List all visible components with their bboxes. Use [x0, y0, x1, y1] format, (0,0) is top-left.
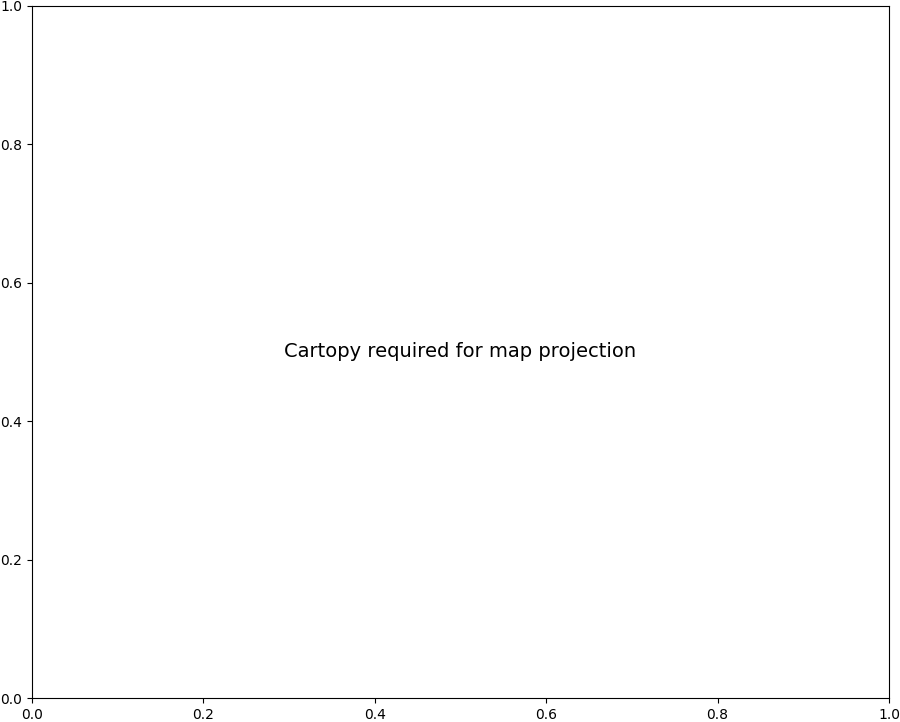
Text: Cartopy required for map projection: Cartopy required for map projection [284, 342, 636, 362]
